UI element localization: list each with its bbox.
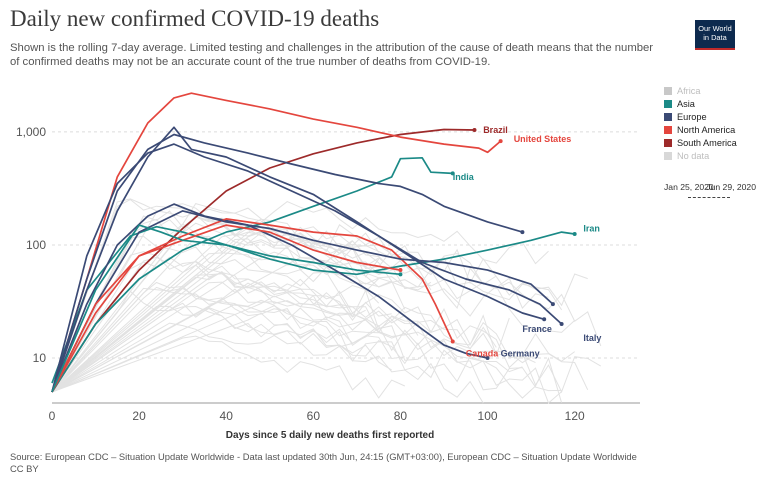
background-series-line [51, 335, 406, 399]
y-tick-label: 100 [26, 238, 46, 252]
background-series-line [51, 290, 562, 393]
legend: Africa Asia Europe North America South Ameri… [664, 84, 764, 162]
background-series-line [51, 273, 366, 393]
x-tick-label: 0 [49, 409, 56, 423]
y-axis-tick-labels: 10 100 1,000 [16, 125, 46, 365]
background-series-line [51, 198, 432, 393]
series-end-labels: Brazil United States India Iran France Italy C… [453, 125, 602, 358]
background-series-line [51, 203, 588, 393]
series-line [51, 92, 502, 393]
series-line [51, 143, 563, 393]
series-label: India [453, 172, 475, 182]
legend-swatch [664, 112, 672, 121]
legend-label: Asia [677, 98, 695, 109]
x-axis-title: Days since 5 daily new deaths first repo… [226, 430, 434, 441]
background-series-line [51, 302, 562, 404]
license-text: CC BY [10, 462, 39, 474]
timeline-slider[interactable]: Jan 25, 2020 Jun 29, 2020 [664, 182, 756, 218]
legend-item[interactable]: Asia [664, 97, 764, 110]
owid-logo[interactable]: Our World in Data [695, 20, 735, 50]
series-endpoint [450, 171, 455, 176]
background-series-line [51, 312, 405, 393]
series-label: United States [514, 134, 572, 144]
x-tick-label: 100 [478, 409, 498, 423]
series-endpoint [520, 230, 525, 235]
background-series-line [51, 251, 576, 393]
series-endpoint [498, 139, 503, 144]
series-line [51, 133, 523, 393]
timeline-start-label: Jan 25, 2020 [664, 182, 714, 192]
source-note: Source: European CDC – Situation Update … [10, 451, 637, 462]
legend-item[interactable]: No data [664, 149, 764, 162]
footer: Source: European CDC – Situation Update … [10, 451, 750, 474]
series-line [51, 218, 454, 393]
series-endpoint [398, 272, 403, 277]
series-lines [51, 92, 577, 393]
background-series-line [51, 322, 484, 404]
series-line [51, 203, 488, 393]
series-endpoint [398, 268, 403, 273]
series-line [51, 128, 475, 393]
series-line [51, 156, 453, 393]
legend-swatch [664, 86, 672, 95]
series-endpoint [542, 317, 547, 322]
background-series-line [51, 231, 563, 393]
series-label: Brazil [483, 125, 508, 135]
x-tick-label: 60 [307, 409, 321, 423]
x-tick-label: 40 [220, 409, 234, 423]
timeline-track[interactable] [688, 197, 730, 198]
legend-swatch [664, 125, 672, 134]
legend-item[interactable]: Africa [664, 84, 764, 97]
series-endpoint [472, 128, 477, 133]
background-series-line [51, 251, 510, 393]
legend-swatch [664, 99, 672, 108]
legend-label: South America [677, 137, 737, 148]
background-series-line [51, 203, 497, 393]
background-series-line [51, 256, 575, 393]
x-tick-label: 80 [394, 409, 408, 423]
x-axis-tick-labels: 0 20 40 60 80 100 120 [49, 409, 585, 423]
series-endpoint [572, 232, 577, 237]
chart-subtitle: Shown is the rolling 7-day average. Limi… [10, 42, 654, 68]
background-series-line [51, 231, 393, 393]
series-label: France [522, 324, 552, 334]
legend-item[interactable]: Europe [664, 110, 764, 123]
series-label: Germany [501, 348, 540, 358]
series-label: Iran [583, 223, 600, 233]
background-series-line [51, 232, 549, 393]
legend-label: North America [677, 124, 736, 135]
x-tick-label: 120 [565, 409, 585, 423]
series-line [51, 224, 401, 393]
series-endpoint [550, 302, 555, 307]
background-series-line [51, 252, 406, 393]
series-label: Italy [583, 333, 601, 343]
y-tick-label: 1,000 [16, 125, 46, 139]
timeline-end-label: Jun 29, 2020 [706, 182, 756, 192]
legend-label: Europe [677, 111, 707, 122]
series-line [51, 126, 545, 393]
background-series-line [51, 271, 536, 393]
legend-label: No data [677, 150, 710, 161]
background-series-line [51, 235, 432, 393]
series-endpoint [485, 356, 490, 361]
legend-swatch [664, 138, 672, 147]
legend-swatch [664, 151, 672, 160]
series-line [51, 224, 401, 393]
series-endpoint [450, 339, 455, 344]
background-series-line [51, 286, 563, 403]
legend-label: Africa [677, 85, 701, 96]
series-line [51, 210, 554, 393]
y-tick-label: 10 [33, 351, 47, 365]
background-series-line [51, 295, 589, 393]
legend-item[interactable]: South America [664, 136, 764, 149]
legend-item[interactable]: North America [664, 123, 764, 136]
series-label: Canada [466, 348, 500, 358]
x-tick-label: 20 [132, 409, 146, 423]
series-endpoint [559, 321, 564, 326]
chart-title: Daily new confirmed COVID-19 deaths [10, 6, 380, 31]
